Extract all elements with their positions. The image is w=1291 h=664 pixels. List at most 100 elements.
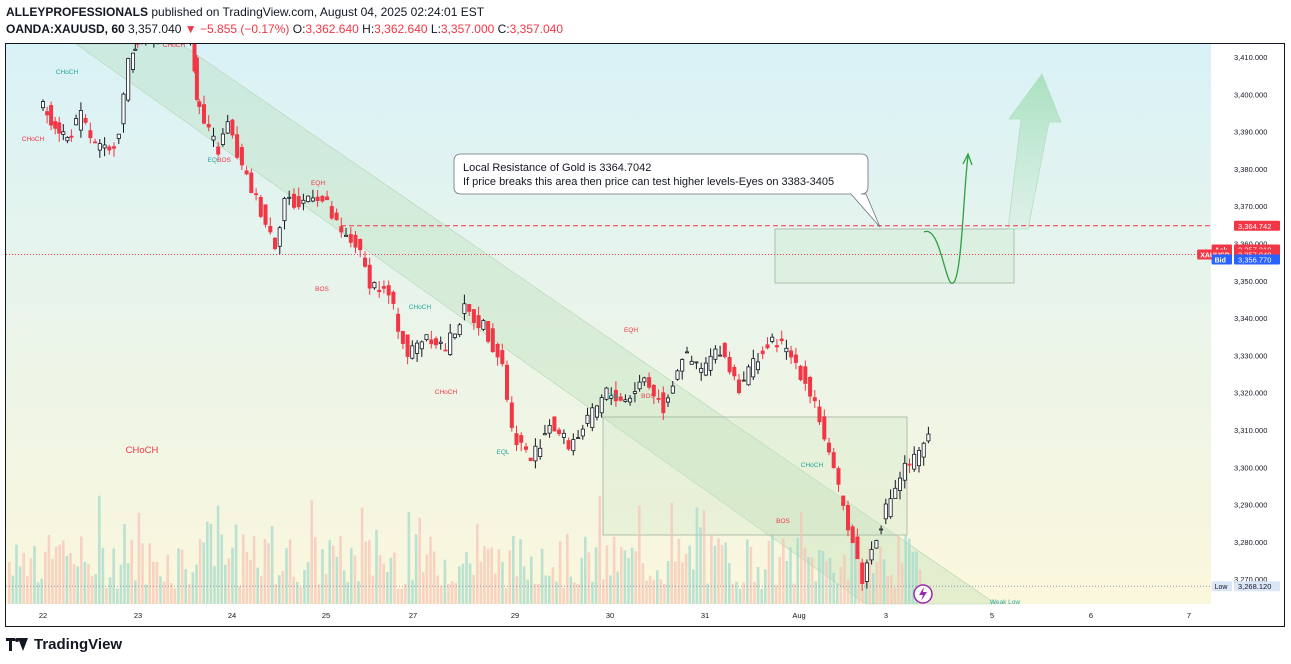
volume-bar — [490, 547, 493, 604]
volume-bar — [447, 584, 450, 604]
volume-bar — [760, 588, 763, 604]
volume-bar — [159, 576, 162, 604]
volume-bar — [411, 579, 414, 604]
candle-up — [133, 48, 138, 51]
volume-bar — [641, 563, 645, 604]
annotation-callout[interactable]: Local Resistance of Gold is 3364.7042 If … — [453, 153, 881, 228]
volume-bar — [155, 562, 159, 604]
volume-bar — [609, 575, 612, 604]
candle-down — [325, 196, 330, 201]
candle-up — [784, 347, 789, 353]
candle-up — [713, 348, 718, 360]
candle-up — [685, 351, 690, 354]
price-label-tag-box — [1211, 581, 1232, 592]
candle-up — [448, 332, 453, 356]
volume-bar — [684, 554, 688, 604]
last-price: 3,357.040 — [128, 22, 182, 36]
candle-down — [400, 330, 405, 344]
price-label-box — [1234, 220, 1280, 231]
time-tick-label: Aug — [792, 611, 805, 620]
candle-down — [329, 206, 334, 219]
volume-bar — [227, 558, 231, 604]
structure-marker: CHoCH — [126, 445, 159, 456]
candle-up — [126, 57, 131, 101]
volume-bar — [544, 575, 547, 604]
volume-bar — [368, 540, 371, 604]
candle-up — [595, 405, 600, 418]
volume-bar — [346, 582, 349, 604]
candle-down — [817, 406, 822, 423]
volume-bar — [371, 575, 375, 604]
volume-bar — [656, 570, 659, 604]
candle-up — [277, 227, 282, 247]
volume-bar — [242, 534, 245, 604]
candle-down — [83, 118, 88, 123]
volume-bar — [857, 535, 861, 604]
volume-bar — [105, 587, 108, 604]
candle-down — [315, 196, 320, 202]
alert-lightning-icon[interactable] — [913, 584, 933, 604]
candle-down — [433, 338, 438, 346]
candle-down — [514, 433, 519, 446]
volume-bar — [328, 540, 331, 604]
price-tick-label: 3,280.000 — [1234, 538, 1267, 547]
candle-up — [282, 198, 287, 222]
chart-pane[interactable]: Local Resistance of Gold is 3364.7042 If … — [5, 43, 1285, 627]
volume-bar — [764, 569, 767, 604]
volume-bar — [620, 547, 623, 604]
candle-down — [495, 343, 500, 358]
candle-down — [613, 389, 618, 402]
volume-bar — [897, 536, 900, 604]
candle-down — [490, 328, 495, 353]
candle-up — [770, 336, 775, 342]
volume-bar — [486, 549, 490, 604]
price-tick-label: 3,270.000 — [1234, 575, 1267, 584]
candle-down — [552, 416, 557, 432]
candle-up — [61, 131, 66, 135]
volume-bar — [364, 541, 367, 604]
volume-bar — [83, 561, 87, 604]
candle-down — [93, 141, 98, 144]
price-label-tag: Low — [1215, 584, 1229, 591]
volume-bar — [915, 551, 918, 604]
structure-marker: Weak Low — [990, 599, 1021, 606]
candle-up — [699, 367, 704, 373]
volume-bar — [195, 564, 198, 604]
volume-bar — [821, 551, 825, 604]
structure-marker: BOS — [315, 286, 329, 293]
candle-up — [718, 354, 723, 357]
tradingview-footer[interactable]: TradingView — [6, 636, 122, 653]
volume-bar — [112, 548, 115, 604]
low-value: 3,357.000 — [440, 22, 495, 36]
candle-down — [860, 562, 865, 585]
volume-bar — [454, 582, 457, 604]
time-tick-label: 29 — [511, 611, 519, 620]
structure-marker: EQL — [607, 393, 620, 400]
volume-bar — [868, 547, 871, 604]
time-axis-background — [6, 604, 1211, 626]
candle-down — [201, 104, 206, 124]
candle-down — [737, 379, 742, 393]
price-tick-label: 3,390.000 — [1234, 128, 1267, 137]
volume-bar — [861, 588, 864, 604]
price-chart[interactable]: Local Resistance of Gold is 3364.7042 If … — [6, 44, 1284, 626]
candle-down — [258, 196, 263, 217]
symbol-label[interactable]: OANDA:XAUUSD, 60 — [6, 22, 125, 36]
candle-down — [192, 44, 197, 72]
candle-down — [391, 291, 396, 304]
volume-bar — [303, 570, 306, 604]
time-tick-label: 31 — [701, 611, 709, 620]
volume-bar — [134, 580, 137, 604]
candle-up — [576, 437, 581, 440]
candle-up — [481, 320, 486, 330]
volume-bar — [566, 534, 569, 604]
volume-bar — [260, 576, 263, 604]
publisher-name[interactable]: ALLEYPROFESSIONALS — [6, 5, 149, 19]
resistance-zone-box — [774, 228, 1015, 284]
volume-bar — [555, 581, 558, 604]
structure-marker: CHoCH — [163, 44, 186, 49]
volume-bar — [836, 583, 839, 604]
candle-up — [921, 442, 926, 458]
candle-down — [907, 463, 912, 466]
candle-down — [239, 147, 244, 166]
